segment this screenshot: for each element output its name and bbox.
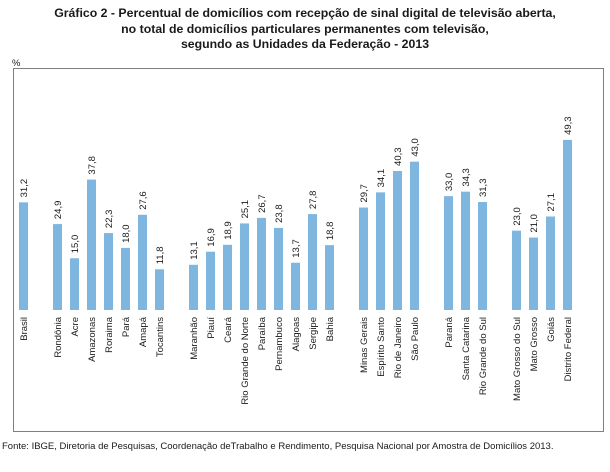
category-label-24: Mato Grosso do Sul xyxy=(512,317,523,401)
bar-20 xyxy=(410,161,419,310)
bar-2 xyxy=(70,258,79,310)
category-label-20: São Paulo xyxy=(410,317,421,361)
value-label-22: 34,3 xyxy=(461,168,472,187)
bar-26 xyxy=(546,216,555,310)
plot-frame xyxy=(13,68,604,432)
value-label-0: 31,2 xyxy=(19,179,30,198)
category-label-12: Paraíba xyxy=(257,316,268,350)
value-label-13: 23,8 xyxy=(274,204,285,223)
bar-25 xyxy=(529,237,538,310)
category-label-16: Bahia xyxy=(325,316,336,341)
bar-0 xyxy=(19,202,28,310)
value-label-27: 49,3 xyxy=(563,116,574,135)
category-label-26: Goiás xyxy=(546,317,557,342)
title-line-2: no total de domicílios particulares perm… xyxy=(121,21,489,36)
category-label-27: Distrito Federal xyxy=(563,317,574,381)
value-label-23: 31,3 xyxy=(478,179,489,198)
category-label-10: Ceará xyxy=(223,316,234,343)
bar-22 xyxy=(461,191,470,310)
value-label-9: 16,9 xyxy=(206,228,217,247)
category-label-23: Rio Grande do Sul xyxy=(478,317,489,395)
bar-14 xyxy=(291,262,300,310)
source-note: Fonte: IBGE, Diretoria de Pesquisas, Coo… xyxy=(2,441,554,452)
value-label-3: 37,8 xyxy=(87,156,98,175)
bar-17 xyxy=(359,207,368,310)
category-label-8: Maranhão xyxy=(189,317,200,360)
category-label-7: Tocantins xyxy=(155,317,166,357)
value-label-7: 11,8 xyxy=(155,246,166,264)
bar-7 xyxy=(155,269,164,310)
bar-15 xyxy=(308,214,317,310)
bar-18 xyxy=(376,192,385,310)
bar-21 xyxy=(444,196,453,310)
bar-24 xyxy=(512,230,521,310)
value-label-6: 27,6 xyxy=(138,191,149,210)
bar-8 xyxy=(189,264,198,310)
title-line-1: Gráfico 2 - Percentual de domicílios com… xyxy=(54,6,556,20)
value-label-20: 43,0 xyxy=(410,138,421,157)
category-label-9: Piauí xyxy=(206,317,217,339)
value-label-2: 15,0 xyxy=(70,235,81,254)
value-label-15: 27,8 xyxy=(308,191,319,210)
value-label-18: 34,1 xyxy=(376,169,387,188)
bar-13 xyxy=(274,227,283,310)
category-label-3: Amazonas xyxy=(87,317,98,362)
value-label-8: 13,1 xyxy=(189,241,200,260)
category-label-21: Paraná xyxy=(444,316,455,347)
bar-10 xyxy=(223,244,232,310)
bar-1 xyxy=(53,224,62,310)
value-label-1: 24,9 xyxy=(53,201,64,220)
category-label-22: Santa Catarina xyxy=(461,316,472,380)
category-label-18: Espírito Santo xyxy=(376,317,387,377)
category-label-1: Rondônia xyxy=(53,316,64,357)
category-label-17: Minas Gerais xyxy=(359,317,370,373)
category-label-25: Mato Grosso xyxy=(529,317,540,371)
value-label-19: 40,3 xyxy=(393,147,404,166)
value-label-16: 18,8 xyxy=(325,222,336,241)
value-label-14: 13,7 xyxy=(291,239,302,258)
category-label-4: Roraima xyxy=(104,316,115,353)
bar-16 xyxy=(325,245,334,310)
value-label-24: 23,0 xyxy=(512,207,523,226)
value-label-5: 18,0 xyxy=(121,224,132,243)
bar-4 xyxy=(104,233,113,310)
unit-label: % xyxy=(12,58,21,69)
value-label-11: 25,1 xyxy=(240,200,251,218)
category-label-14: Alagoas xyxy=(291,317,302,352)
bar-11 xyxy=(240,223,249,310)
category-label-5: Pará xyxy=(121,316,132,337)
category-label-6: Amapá xyxy=(138,316,149,347)
bar-12 xyxy=(257,217,266,310)
category-label-0: Brasil xyxy=(19,317,30,341)
bar-5 xyxy=(121,247,130,310)
bar-19 xyxy=(393,170,402,310)
chart-title: Gráfico 2 - Percentual de domicílios com… xyxy=(0,0,610,53)
value-label-12: 26,7 xyxy=(257,194,268,213)
bar-6 xyxy=(138,214,147,310)
category-label-19: Rio de Janeiro xyxy=(393,317,404,378)
category-label-11: Rio Grande do Norte xyxy=(240,317,251,405)
value-label-25: 21,0 xyxy=(529,214,540,233)
value-label-17: 29,7 xyxy=(359,184,370,203)
category-label-15: Sergipe xyxy=(308,317,319,350)
value-label-4: 22,3 xyxy=(104,210,115,229)
bar-27 xyxy=(563,139,572,310)
category-label-2: Acre xyxy=(70,317,81,337)
category-label-13: Pernambuco xyxy=(274,317,285,371)
value-label-26: 27,1 xyxy=(546,193,557,212)
bar-3 xyxy=(87,179,96,310)
bar-9 xyxy=(206,251,215,310)
value-label-21: 33,0 xyxy=(444,173,455,192)
value-label-10: 18,9 xyxy=(223,221,234,240)
bar-23 xyxy=(478,202,487,310)
title-line-3: segundo as Unidades da Federação - 2013 xyxy=(180,37,430,51)
